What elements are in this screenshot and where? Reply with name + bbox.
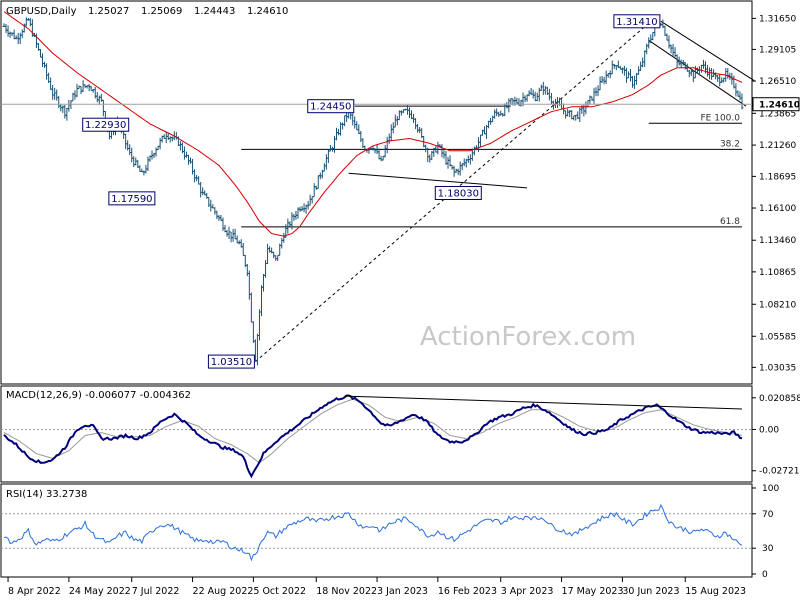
date-x-tick-label: 18 Nov 2022 bbox=[316, 586, 377, 597]
rsi-y-tick-label: 0 bbox=[762, 570, 768, 580]
date-x-tick-label: 5 Oct 2022 bbox=[253, 586, 306, 597]
date-x-tick-label: 3 Jan 2023 bbox=[377, 586, 428, 597]
price-y-tick-label: 1.03035 bbox=[759, 363, 796, 373]
date-x-tick-label: 8 Apr 2022 bbox=[8, 586, 61, 597]
price-y-tick-label: 1.29105 bbox=[759, 45, 796, 55]
price-annotation-box bbox=[434, 185, 482, 200]
price-y-axis: 1.31650 1.29105 1.26510 1.23865 1.21260 1.186… bbox=[752, 14, 800, 373]
price-annotation-label: 1.22930 bbox=[85, 120, 126, 131]
price-y-tick-label: 1.10865 bbox=[759, 268, 796, 278]
date-x-tick-label: 22 Aug 2022 bbox=[193, 586, 254, 597]
date-x-axis: 8 Apr 2022 24 May 2022 7 Jul 2022 22 Aug 20… bbox=[7, 577, 746, 597]
current-price-tag bbox=[752, 97, 800, 112]
retracement-levels-layer: FE 100.0 38.2 61.8 bbox=[241, 113, 742, 228]
ohlc-high: 1.25069 bbox=[141, 6, 182, 17]
ohlc-readout: 1.25027 1.25069 1.24443 1.24610 bbox=[88, 6, 288, 17]
price-annotation-label: 1.18030 bbox=[438, 188, 479, 199]
macd-divergence-trendline bbox=[344, 395, 743, 410]
retracement-level-label: 61.8 bbox=[720, 217, 740, 227]
price-annotation-label: 1.03510 bbox=[211, 357, 252, 368]
date-x-tick-label: 3 Apr 2023 bbox=[501, 586, 554, 597]
price-annotations-layer: 1.03510 1.22930 1.17590 1.24450 1.18030 1.314… bbox=[82, 14, 661, 369]
moving-average-line bbox=[3, 11, 743, 237]
date-x-tick-label: 16 Feb 2023 bbox=[438, 586, 497, 597]
rsi-y-tick-label: 70 bbox=[762, 510, 774, 520]
macd-pane-frame bbox=[0, 385, 753, 483]
price-y-tick-label: 1.16100 bbox=[759, 204, 796, 214]
rsi-y-tick-label: 100 bbox=[762, 484, 779, 494]
price-annotation-box bbox=[82, 117, 130, 132]
rsi-layer: 100 70 30 0 bbox=[1, 484, 779, 580]
macd-layer: 0.020858 0.00 -0.027213 bbox=[1, 394, 800, 479]
price-annotation-label: 1.24450 bbox=[310, 102, 351, 113]
ohlc-open: 1.25027 bbox=[88, 6, 129, 17]
macd-y-tick-label: 0.020858 bbox=[759, 394, 800, 404]
trendline bbox=[348, 172, 528, 189]
date-x-tick-label: 15 Aug 2023 bbox=[685, 586, 746, 597]
price-y-tick-label: 1.23865 bbox=[759, 109, 796, 119]
price-annotation-box bbox=[307, 99, 355, 114]
price-annotation-box bbox=[108, 191, 156, 206]
retracement-level-label: 38.2 bbox=[720, 139, 740, 149]
macd-y-tick-label: 0.00 bbox=[759, 425, 779, 435]
rsi-y-tick-label: 30 bbox=[762, 544, 774, 554]
price-pane-frame bbox=[0, 0, 753, 385]
date-x-tick-label: 30 Jun 2023 bbox=[622, 586, 679, 597]
date-x-tick-label: 7 Jul 2022 bbox=[132, 586, 180, 597]
price-annotation-label: 1.17590 bbox=[111, 194, 152, 205]
price-annotation-box bbox=[207, 354, 255, 369]
chart-title: GBPUSD,Daily bbox=[6, 6, 77, 17]
current-price-tag-label: 1.24610 bbox=[759, 101, 800, 111]
date-x-tick-label: 17 May 2023 bbox=[562, 586, 624, 597]
ohlc-close: 1.24610 bbox=[247, 6, 288, 17]
watermark-layer: ActionForex.com bbox=[420, 322, 636, 352]
price-y-tick-label: 1.21260 bbox=[759, 141, 796, 151]
price-y-tick-label: 1.05585 bbox=[759, 332, 796, 342]
date-x-tick-label: 24 May 2022 bbox=[69, 586, 131, 597]
rsi-line bbox=[3, 503, 743, 562]
price-y-tick-label: 1.18695 bbox=[759, 172, 796, 182]
macd-label: MACD(12,26,9) -0.006077 -0.004362 bbox=[6, 390, 191, 401]
ohlc-low: 1.24443 bbox=[194, 6, 235, 17]
price-annotation-label: 1.31410 bbox=[616, 17, 657, 28]
price-y-tick-label: 1.08210 bbox=[759, 300, 796, 310]
retracement-level-label: FE 100.0 bbox=[701, 113, 741, 123]
macd-y-tick-label: -0.027213 bbox=[759, 467, 800, 477]
price-y-tick-label: 1.13460 bbox=[759, 236, 796, 246]
actionforex-watermark: ActionForex.com bbox=[420, 322, 636, 352]
price-y-tick-label: 1.26510 bbox=[759, 77, 796, 87]
price-annotation-box bbox=[613, 14, 661, 29]
rsi-label: RSI(14) 33.2738 bbox=[6, 489, 87, 500]
trendline bbox=[660, 20, 755, 81]
price-y-tick-label: 1.31650 bbox=[759, 14, 796, 24]
rsi-pane-frame bbox=[0, 483, 753, 578]
macd-line bbox=[3, 394, 743, 479]
